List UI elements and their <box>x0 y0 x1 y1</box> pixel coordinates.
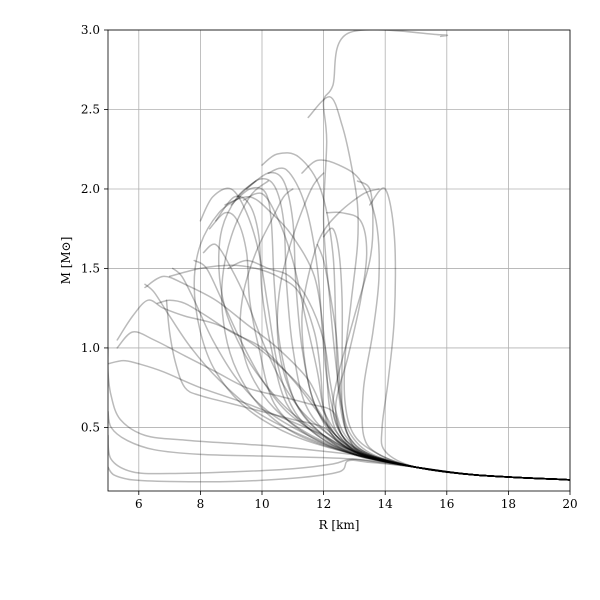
series-line-40 <box>168 264 570 481</box>
y-tick-label: 1.5 <box>81 261 100 275</box>
x-tick-label: 20 <box>562 497 577 511</box>
series-line-2 <box>307 96 570 481</box>
series-line-31 <box>193 196 570 481</box>
series-line-20 <box>108 359 570 481</box>
y-tick-label: 1.0 <box>81 341 100 355</box>
x-tick-label: 14 <box>378 497 394 511</box>
series-line-39 <box>325 211 570 481</box>
series-line-26 <box>144 283 570 481</box>
series-line-8 <box>236 177 570 481</box>
series-line-25 <box>171 267 570 481</box>
x-tick-label: 8 <box>197 497 205 511</box>
series-line-7 <box>245 171 570 481</box>
axis-ticks: 6 8 10 12 14 16 18 20 0.5 1.0 1.5 2.0 2.5 3.0 <box>81 23 578 511</box>
x-tick-label: 18 <box>501 497 516 511</box>
x-axis-label: R [km] <box>319 518 360 532</box>
series-line-13 <box>116 299 570 481</box>
series-line-5 <box>261 152 570 481</box>
x-tick-label: 6 <box>135 497 143 511</box>
series-line-1 <box>322 30 570 481</box>
series-line-14 <box>116 331 570 481</box>
series-line-29 <box>242 192 570 481</box>
series-line-36 <box>156 299 570 481</box>
x-tick-label: 10 <box>254 497 269 511</box>
series-line-38 <box>217 180 570 481</box>
series-line-10 <box>215 195 570 481</box>
series-line-34 <box>224 196 570 481</box>
series-line-19 <box>108 434 570 481</box>
series-line-37 <box>316 243 570 481</box>
y-tick-label: 2.5 <box>81 102 100 116</box>
plot-frame <box>107 29 571 492</box>
series-line-23 <box>202 243 570 481</box>
series-line-4 <box>369 187 570 481</box>
series-line-12 <box>199 187 570 481</box>
series-line-15 <box>165 299 570 481</box>
series-line-28 <box>332 180 570 481</box>
series-line-17 <box>108 410 570 481</box>
y-tick-label: 0.5 <box>81 420 100 434</box>
y-tick-label: 3.0 <box>81 23 100 37</box>
series-line-9 <box>230 186 570 481</box>
series-line-32 <box>220 180 570 481</box>
curves-group <box>108 30 570 483</box>
series-line-6 <box>267 167 570 481</box>
series-line-21 <box>144 275 570 481</box>
series-line-3 <box>301 159 570 481</box>
series-line-27 <box>239 188 570 481</box>
series-line-35 <box>227 259 570 481</box>
y-tick-label: 2.0 <box>81 182 100 196</box>
series-line-22 <box>322 227 570 481</box>
series-line-30 <box>301 188 570 481</box>
series-line-24 <box>193 259 570 481</box>
x-tick-label: 16 <box>439 497 454 511</box>
y-axis-label: M [M⊙] <box>59 237 73 285</box>
series-line-33 <box>276 172 570 481</box>
series-line-16 <box>108 347 570 481</box>
series-line-18 <box>108 459 570 483</box>
x-tick-label: 12 <box>316 497 331 511</box>
series-line-11 <box>208 211 570 481</box>
